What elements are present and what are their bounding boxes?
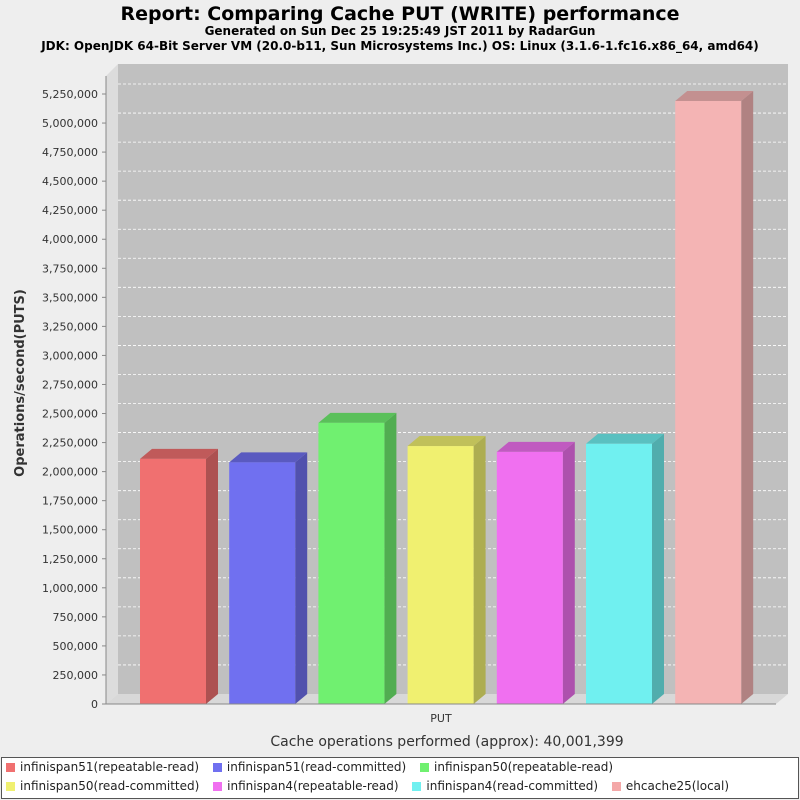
x-axis-label: Cache operations performed (approx): 40,… [270,734,623,750]
chart-subtitle-1: Generated on Sun Dec 25 19:25:49 JST 201… [205,24,596,38]
y-tick-label: 3,000,000 [42,349,98,362]
legend-swatch [611,781,621,791]
legend-item-infinispan51-read-committed: infinispan51(read-committed) [212,760,407,774]
y-tick-label: 1,500,000 [42,524,98,537]
y-tick-label: 1,000,000 [42,582,98,595]
legend-label: infinispan51(repeatable-read) [20,760,200,774]
x-category-label: PUT [430,712,452,725]
y-tick-label: 1,750,000 [42,495,98,508]
legend-label: infinispan51(read-committed) [226,760,407,774]
legend-item-ehcache25-local: ehcache25(local) [611,779,730,793]
legend-swatch [212,762,222,772]
y-tick-label: 2,250,000 [42,437,98,450]
bar-top [675,90,754,101]
y-axis-label: Operations/second(PUTS) [13,289,28,477]
bar-front [586,443,652,704]
y-tick-label: 4,750,000 [42,146,98,159]
bar-front [675,100,742,704]
legend-row-2: infinispan50(read-committed) infinispan4… [6,779,739,797]
bar-front [318,422,385,704]
bar-side [384,412,397,704]
plot-left-wall [106,64,118,704]
legend-label: infinispan50(repeatable-read) [434,760,614,774]
legend: infinispan51(repeatable-read) infinispan… [1,757,799,799]
y-tick-label: 750,000 [53,611,99,624]
y-tick-label: 5,250,000 [42,88,98,101]
legend-swatch [6,781,15,791]
legend-item-infinispan50-read-committed: infinispan50(read-committed) [6,779,199,793]
bar-top [496,441,575,452]
legend-label: ehcache25(local) [625,779,730,793]
chart-subtitle-2: JDK: OpenJDK 64-Bit Server VM (20.0-b11,… [40,39,759,54]
bar-top [586,433,664,444]
chart-title: Report: Comparing Cache PUT (WRITE) perf… [120,3,679,25]
bar-top [140,448,218,459]
legend-label: infinispan4(repeatable-read) [227,779,399,793]
bar-side [473,436,486,704]
y-tick-label: 0 [91,698,98,711]
legend-swatch [213,781,223,791]
y-tick-label: 2,750,000 [42,378,98,391]
bar [140,448,218,704]
bar-side [562,441,575,704]
y-tick-label: 1,250,000 [42,553,98,566]
bar-side [295,452,308,704]
bar-top [407,436,486,447]
y-tick-label: 2,500,000 [42,408,98,421]
legend-label: infinispan50(read-committed) [20,779,200,793]
y-tick-label: 3,500,000 [42,291,98,304]
legend-swatch [6,762,15,772]
bar [407,436,486,704]
y-tick-label: 500,000 [53,640,99,653]
y-tick-label: 3,250,000 [42,320,98,333]
bar-top [318,412,397,423]
legend-item-infinispan4-read-committed: infinispan4(read-committed) [412,779,598,793]
y-tick-label: 2,000,000 [42,466,98,479]
y-tick-label: 4,500,000 [42,175,98,188]
bar-front [496,451,563,704]
y-tick-label: 250,000 [53,669,99,682]
legend-row-1: infinispan51(repeatable-read) infinispan… [6,760,623,778]
y-tick-label: 5,000,000 [42,117,98,130]
y-tick-label: 4,250,000 [42,204,98,217]
legend-swatch [420,762,430,772]
bar [229,452,308,704]
y-tick-label: 3,750,000 [42,262,98,275]
bar [675,90,754,704]
bar-side [206,448,218,704]
legend-swatch [412,781,422,791]
bar [496,441,575,704]
legend-item-infinispan51-repeatable-read: infinispan51(repeatable-read) [6,760,199,774]
y-tick-label: 4,000,000 [42,233,98,246]
bar-side [741,90,754,704]
legend-label: infinispan4(read-committed) [426,779,599,793]
bar-front [140,458,206,704]
bar-front [407,446,474,704]
legend-item-infinispan4-repeatable-read: infinispan4(repeatable-read) [213,779,399,793]
bar-top [229,452,308,463]
bar [318,412,397,704]
bar [586,433,664,704]
bar-front [229,462,296,704]
legend-item-infinispan50-repeatable-read: infinispan50(repeatable-read) [420,760,613,774]
bar-side [652,433,664,704]
